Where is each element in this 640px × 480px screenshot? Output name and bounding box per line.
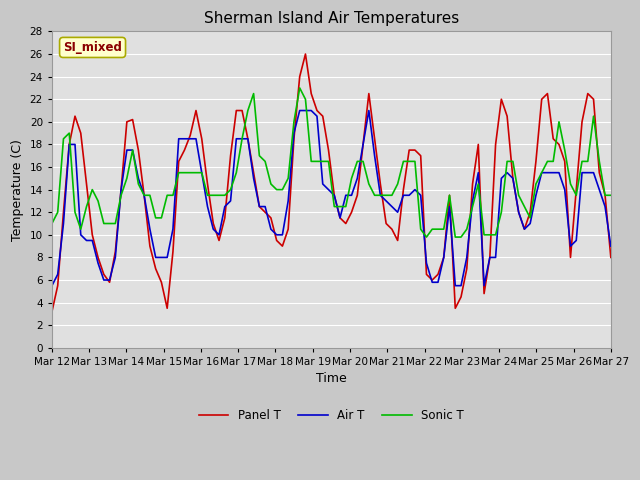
Sonic T [607, 192, 614, 198]
Panel T [94, 254, 102, 260]
Air T [365, 108, 372, 113]
Sonic T [422, 234, 430, 240]
Sonic T [83, 204, 90, 209]
Panel T [405, 147, 413, 153]
Sonic T [296, 85, 303, 91]
Sonic T [486, 232, 493, 238]
Panel T [319, 113, 326, 119]
Air T [83, 238, 90, 243]
Title: Sherman Island Air Temperatures: Sherman Island Air Temperatures [204, 11, 459, 26]
Line: Sonic T: Sonic T [52, 88, 611, 237]
Panel T [480, 291, 488, 297]
Panel T [301, 51, 309, 57]
Air T [319, 181, 326, 187]
Panel T [365, 91, 372, 96]
Panel T [48, 309, 56, 314]
Line: Panel T: Panel T [52, 54, 611, 312]
Sonic T [48, 221, 56, 227]
Air T [405, 192, 413, 198]
Air T [296, 108, 303, 113]
X-axis label: Time: Time [316, 372, 347, 385]
Sonic T [405, 158, 413, 164]
Air T [607, 243, 614, 249]
Panel T [83, 181, 90, 187]
Air T [94, 260, 102, 266]
Line: Air T: Air T [52, 110, 611, 286]
Panel T [607, 254, 614, 260]
Y-axis label: Temperature (C): Temperature (C) [11, 139, 24, 240]
Text: SI_mixed: SI_mixed [63, 41, 122, 54]
Air T [48, 283, 56, 288]
Sonic T [319, 158, 326, 164]
Sonic T [365, 181, 372, 187]
Air T [480, 283, 488, 288]
Legend: Panel T, Air T, Sonic T: Panel T, Air T, Sonic T [194, 404, 468, 427]
Sonic T [94, 198, 102, 204]
